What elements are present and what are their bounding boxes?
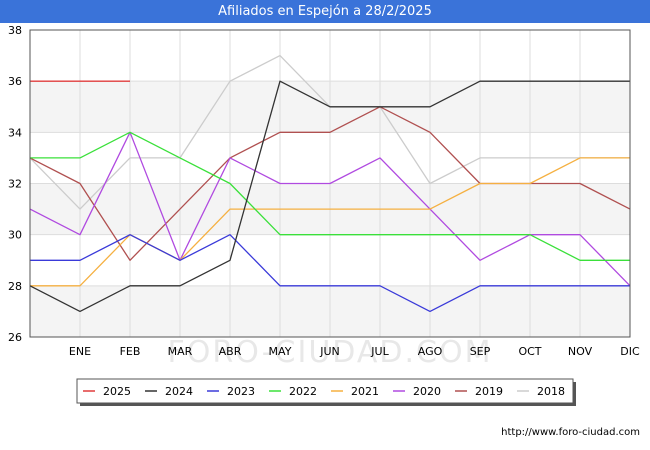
legend-label-2019: 2019 (475, 385, 503, 398)
plot-border (29, 29, 631, 338)
legend: 2025 2024 2023 2022 2021 2020 2019 2018 (76, 378, 576, 406)
x-tick-label: MAY (269, 345, 292, 358)
y-tick-label: 34 (8, 126, 22, 139)
x-tick-label: SEP (470, 345, 491, 358)
x-tick-label: ENE (69, 345, 91, 358)
x-tick-label: FEB (120, 345, 141, 358)
x-tick-label: AGO (418, 345, 443, 358)
x-tick-label: JUN (319, 345, 340, 358)
y-tick-label: 28 (8, 280, 22, 293)
legend-label-2018: 2018 (537, 385, 565, 398)
chart-title: Afiliados en Espejón a 28/2/2025 (0, 0, 650, 23)
x-tick-label: ABR (219, 345, 242, 358)
footer-url: http://www.foro-ciudad.com (501, 427, 640, 438)
legend-label-2024: 2024 (165, 385, 193, 398)
x-tick-label: OCT (518, 345, 541, 358)
legend-label-2020: 2020 (413, 385, 441, 398)
legend-label-2022: 2022 (289, 385, 317, 398)
y-tick-label: 36 (8, 75, 22, 88)
series-line-2024 (29, 80, 630, 313)
y-tick-label: 30 (8, 229, 22, 242)
legend-label-2025: 2025 (103, 385, 131, 398)
series-line-2022 (30, 131, 630, 261)
legend-label-2023: 2023 (227, 385, 255, 398)
axes: 26 28 30 32 34 36 38 ENE FEB MAR ABR MAY JUN JUL AGO SE… (8, 24, 640, 358)
series-line-2023 (30, 234, 630, 313)
series-lines (29, 54, 631, 313)
x-tick-label: DIC (620, 345, 640, 358)
x-tick-label: NOV (568, 345, 593, 358)
y-tick-label: 32 (8, 178, 22, 191)
y-tick-label: 38 (8, 24, 22, 37)
legend-label-2021: 2021 (351, 385, 379, 398)
legend-box (76, 378, 574, 404)
y-tick-label: 26 (8, 331, 22, 344)
x-tick-label: MAR (168, 345, 193, 358)
x-tick-label: JUL (370, 345, 389, 358)
watermark: FORO-CIUDAD.COM (168, 335, 493, 370)
